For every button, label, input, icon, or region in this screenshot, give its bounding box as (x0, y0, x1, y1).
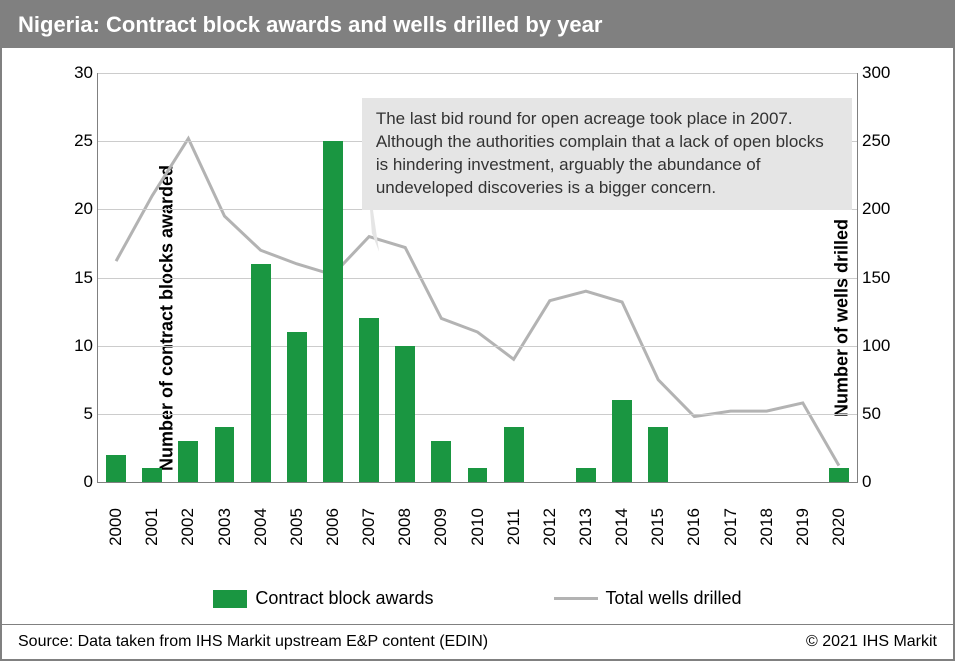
plot-area: 0510152025300501001502002503002000200120… (97, 73, 858, 483)
legend-label-line: Total wells drilled (606, 588, 742, 609)
x-tick: 2018 (757, 508, 777, 546)
x-tick: 2016 (684, 508, 704, 546)
y-left-tick: 20 (58, 199, 93, 219)
y-left-tick: 5 (58, 404, 93, 424)
x-tick: 2008 (395, 508, 415, 546)
bar-2003 (215, 427, 235, 482)
gridline (98, 278, 857, 279)
gridline (98, 73, 857, 74)
x-tick: 2015 (648, 508, 668, 546)
y-left-tick: 10 (58, 336, 93, 356)
x-tick: 2019 (793, 508, 813, 546)
bar-2008 (395, 346, 415, 482)
y-left-tick: 15 (58, 268, 93, 288)
legend-item-line: Total wells drilled (554, 588, 742, 609)
y-right-tick: 300 (862, 63, 902, 83)
bar-2005 (287, 332, 307, 482)
gridline (98, 414, 857, 415)
legend-item-bars: Contract block awards (213, 588, 433, 609)
bar-2000 (106, 455, 126, 482)
x-tick: 2010 (468, 508, 488, 546)
chart-title: Nigeria: Contract block awards and wells… (18, 12, 602, 37)
x-tick: 2005 (287, 508, 307, 546)
x-tick: 2011 (504, 509, 524, 546)
x-tick: 2002 (178, 508, 198, 546)
y-right-tick: 250 (862, 131, 902, 151)
x-tick: 2001 (142, 508, 162, 546)
bar-2011 (504, 427, 524, 482)
x-tick: 2007 (359, 508, 379, 546)
copyright-text: © 2021 IHS Markit (806, 633, 937, 651)
x-tick: 2013 (576, 508, 596, 546)
footer: Source: Data taken from IHS Markit upstr… (2, 624, 953, 659)
legend-label-bars: Contract block awards (255, 588, 433, 609)
bar-2015 (648, 427, 668, 482)
y-left-tick: 30 (58, 63, 93, 83)
source-text: Source: Data taken from IHS Markit upstr… (18, 633, 488, 651)
gridline (98, 346, 857, 347)
x-tick: 2003 (215, 508, 235, 546)
bar-2009 (431, 441, 451, 482)
chart-title-bar: Nigeria: Contract block awards and wells… (2, 2, 953, 48)
x-tick: 2014 (612, 508, 632, 546)
x-tick: 2006 (323, 508, 343, 546)
y-left-tick: 0 (58, 472, 93, 492)
x-tick: 2020 (829, 508, 849, 546)
bar-2010 (468, 468, 488, 482)
legend-swatch-line (554, 597, 598, 600)
bar-2013 (576, 468, 596, 482)
bar-2006 (323, 141, 343, 482)
chart-container: Number of contract blocks awarded Number… (2, 48, 953, 588)
legend: Contract block awards Total wells drille… (2, 588, 953, 609)
bar-2014 (612, 400, 632, 482)
legend-swatch-bar (213, 590, 247, 608)
y-right-tick: 0 (862, 472, 902, 492)
x-tick: 2012 (540, 508, 560, 546)
y-left-tick: 25 (58, 131, 93, 151)
y-right-tick: 100 (862, 336, 902, 356)
x-tick: 2000 (106, 508, 126, 546)
y-right-tick: 50 (862, 404, 902, 424)
callout-box: The last bid round for open acreage took… (362, 98, 852, 210)
bar-2001 (142, 468, 162, 482)
bar-2002 (178, 441, 198, 482)
x-tick: 2004 (251, 508, 271, 546)
y-right-tick: 200 (862, 199, 902, 219)
bar-2020 (829, 468, 849, 482)
bar-2007 (359, 318, 379, 482)
bar-2004 (251, 264, 271, 482)
x-tick: 2009 (431, 508, 451, 546)
x-tick: 2017 (721, 508, 741, 546)
y-right-tick: 150 (862, 268, 902, 288)
